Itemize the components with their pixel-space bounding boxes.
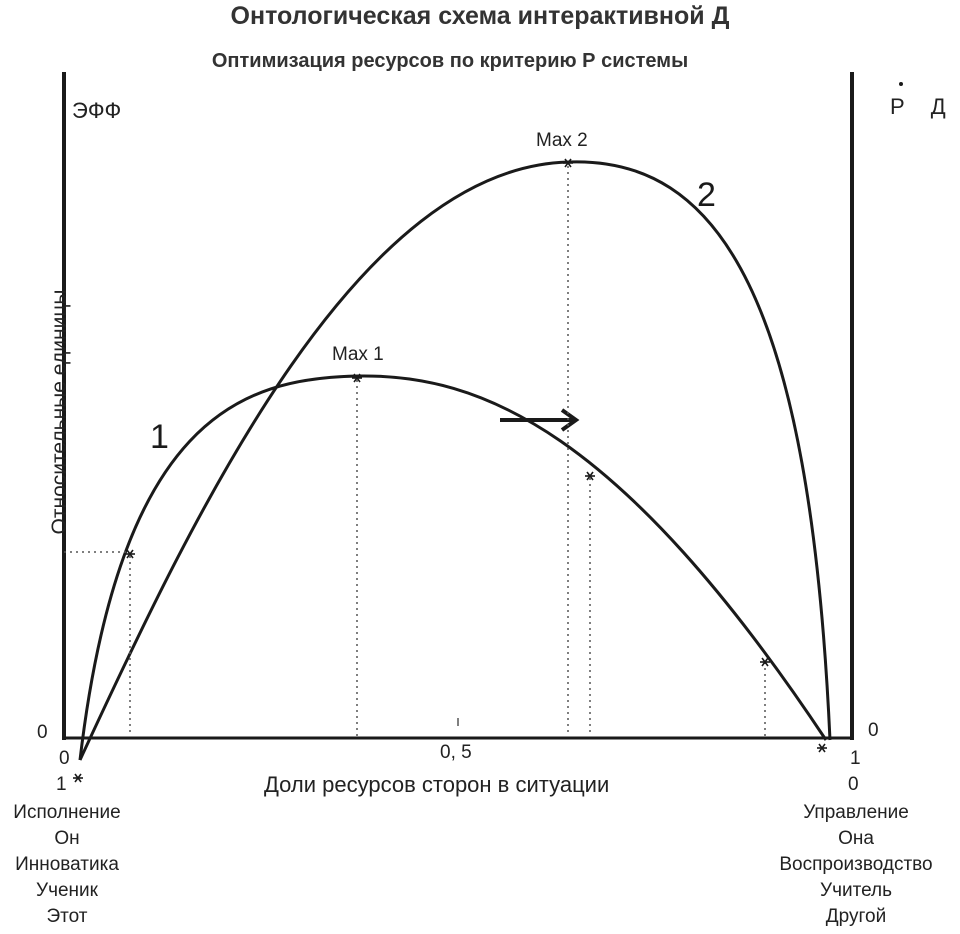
p-dot — [899, 82, 903, 86]
x-tick-one: 1 — [850, 748, 861, 769]
right-end-labels: Управление Она Воспроизводство Учитель Д… — [752, 800, 960, 930]
y-zero-left: 0 — [37, 722, 48, 743]
right-end-line: Другой — [825, 906, 887, 927]
curve-2-label: 2 — [697, 176, 716, 214]
left-end-labels: Исполнение Он Инноватика Ученик Этот — [0, 800, 134, 930]
curve-2 — [78, 160, 832, 761]
x-axis-label: Доли ресурсов сторон в ситуации — [264, 772, 610, 797]
mark-max2 — [563, 158, 573, 168]
x-tick-mid: 0, 5 — [440, 742, 472, 763]
y-zero-right: 0 — [868, 720, 879, 741]
left-end-value: 1 — [56, 774, 67, 795]
left-end-line: Ученик — [36, 880, 98, 901]
right-axis-label: Р Д — [890, 94, 956, 119]
right-end-value: 0 — [848, 774, 859, 795]
mark-max1 — [352, 373, 362, 383]
diagram-subtitle: Оптимизация ресурсов по критерию Р систе… — [211, 50, 689, 72]
right-end-line: Учитель — [820, 880, 892, 901]
mark-right1 — [585, 471, 595, 481]
mark-right2 — [760, 657, 770, 667]
left-axis-label: ЭФФ — [72, 98, 122, 123]
max2-label: Max 2 — [536, 130, 588, 151]
y-axis-label: Относительные единицы — [48, 289, 71, 535]
diagram-title: Онтологическая схема интерактивной Д — [230, 2, 730, 30]
left-end-line: Исполнение — [13, 802, 121, 823]
mark-left — [125, 549, 135, 559]
max1-label: Max 1 — [332, 344, 384, 365]
right-end-line: Управление — [803, 802, 909, 823]
curve-1 — [78, 374, 828, 761]
mark-end — [817, 743, 827, 753]
left-end-line: Он — [54, 828, 80, 849]
curve-1-label: 1 — [150, 418, 169, 456]
shift-arrow-head — [560, 408, 580, 432]
x-tick-zero: 0 — [59, 748, 70, 769]
right-end-line: Она — [838, 828, 874, 849]
mark-origin — [73, 773, 83, 783]
right-end-line: Воспроизводство — [779, 854, 933, 875]
left-end-line: Этот — [46, 906, 88, 927]
left-end-line: Инноватика — [15, 854, 119, 875]
